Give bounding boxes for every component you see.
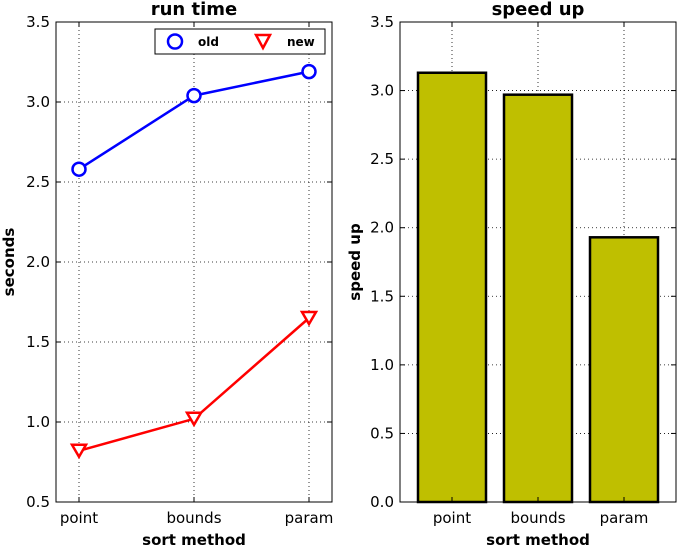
runtime-ytick-label: 3.0 xyxy=(26,93,50,111)
speedup-bar-point xyxy=(416,71,488,504)
runtime-legend: old new xyxy=(154,28,326,55)
speedup-xlabel: sort method xyxy=(486,531,590,546)
runtime-ytick-label: 1.0 xyxy=(26,413,50,431)
speedup-ytick-label: 2.0 xyxy=(370,219,394,237)
runtime-point-new xyxy=(184,411,204,428)
legend-old-marker xyxy=(166,33,184,50)
runtime-ytick-label: 1.5 xyxy=(26,333,50,351)
runtime-point-old xyxy=(71,161,87,177)
runtime-ytick-label: 3.5 xyxy=(26,13,50,31)
speedup-chart: speed up 0.0 0.5 1.0 1.5 2.0 2.5 3.0 3.5 point bo… xyxy=(346,0,677,546)
runtime-ytick-label: 0.5 xyxy=(26,493,50,511)
runtime-ticks: 0.5 1.0 1.5 2.0 2.5 3.0 3.5 point bounds param xyxy=(26,13,333,527)
legend-old-label: old xyxy=(198,35,219,49)
runtime-title: run time xyxy=(151,0,238,20)
speedup-title: speed up xyxy=(492,0,585,20)
runtime-point-new xyxy=(299,310,319,327)
runtime-xlabel: sort method xyxy=(142,531,246,546)
speedup-ticks: 0.0 0.5 1.0 1.5 2.0 2.5 3.0 3.5 point bounds param xyxy=(370,13,676,527)
speedup-ytick-label: 3.0 xyxy=(370,82,394,100)
speedup-ytick-label: 1.5 xyxy=(370,287,394,305)
runtime-ytick-label: 2.0 xyxy=(26,253,50,271)
legend-box xyxy=(154,28,326,55)
speedup-bars xyxy=(416,71,660,504)
speedup-ytick-label: 2.5 xyxy=(370,150,394,168)
speedup-bar-bounds xyxy=(502,93,574,504)
runtime-xtick-label: param xyxy=(285,509,334,527)
speedup-ytick-label: 0.0 xyxy=(370,493,394,511)
runtime-chart: run time 0.5 1.0 1.5 2.0 2.5 3.0 3.5 point bound… xyxy=(0,0,333,546)
speedup-ytick-label: 3.5 xyxy=(370,13,394,31)
speedup-bar-param xyxy=(588,236,660,504)
runtime-point-old xyxy=(301,63,317,80)
speedup-ytick-label: 1.0 xyxy=(370,356,394,374)
runtime-series xyxy=(69,63,319,460)
runtime-xtick-label: bounds xyxy=(166,509,221,527)
speedup-xtick-label: bounds xyxy=(510,509,565,527)
runtime-xtick-label: point xyxy=(60,509,98,527)
speedup-ylabel: speed up xyxy=(346,223,364,301)
legend-new-marker xyxy=(253,33,273,51)
runtime-point-old xyxy=(186,87,202,104)
runtime-ylabel: seconds xyxy=(0,228,18,297)
speedup-xtick-label: param xyxy=(600,509,649,527)
speedup-ytick-label: 0.5 xyxy=(370,424,394,442)
legend-new-label: new xyxy=(287,35,315,49)
runtime-point-new xyxy=(69,443,89,460)
runtime-ytick-label: 2.5 xyxy=(26,173,50,191)
speedup-xtick-label: point xyxy=(433,509,471,527)
